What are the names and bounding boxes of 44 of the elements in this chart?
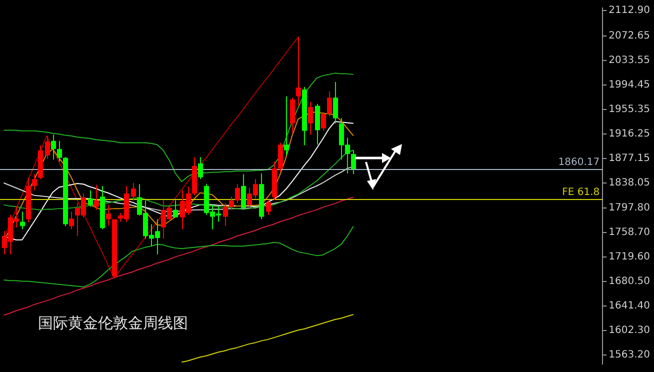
- candlestick: [32, 174, 37, 191]
- candlestick: [173, 200, 178, 218]
- candlestick: [333, 81, 338, 124]
- y-tick-label: 1955.35: [608, 104, 650, 115]
- candlestick: [88, 190, 93, 208]
- candlestick: [229, 196, 234, 210]
- y-tick-label: 1602.30: [608, 325, 650, 336]
- candlestick: [278, 142, 283, 172]
- candlestick: [69, 211, 74, 230]
- y-tick-label: 1641.40: [608, 300, 650, 312]
- candlestick: [241, 174, 246, 210]
- y-tick-label: 2112.90: [608, 5, 650, 16]
- y-tick-label: 1877.15: [608, 152, 650, 164]
- candlestick: [94, 184, 99, 210]
- candlestick: [296, 36, 301, 106]
- y-tick-label: 1719.60: [608, 252, 650, 263]
- y-tick-label: 1838.05: [608, 177, 650, 188]
- ref-line-label: 1860.17: [558, 157, 600, 168]
- candlestick: [57, 140, 62, 162]
- candlestick: [290, 97, 295, 134]
- candlestick: [284, 96, 289, 156]
- candlestick: [223, 202, 228, 227]
- candlestick: [106, 204, 111, 226]
- ref-line-label: FE 61.8: [562, 187, 600, 198]
- candlestick: [235, 184, 240, 204]
- y-tick-label: 1758.70: [608, 227, 650, 238]
- candlestick: [327, 90, 332, 117]
- y-tick-label: 1680.50: [608, 276, 650, 288]
- candlestick: [266, 200, 271, 216]
- candlestick: [131, 182, 136, 201]
- candlestick: [45, 135, 50, 160]
- y-tick-label: 1563.20: [608, 350, 650, 361]
- candlestick: [51, 134, 56, 160]
- candlestick: [308, 102, 313, 136]
- candlestick: [351, 150, 356, 175]
- y-tick-label: 1797.80: [608, 202, 650, 214]
- candlestick: [20, 211, 25, 230]
- text: 国际黄金伦敦金周线图: [38, 314, 188, 332]
- y-tick-label: 1916.25: [608, 128, 650, 140]
- y-tick-label: 1994.45: [608, 79, 650, 90]
- candlestick: [198, 156, 203, 180]
- y-tick-label: 2033.55: [608, 54, 650, 66]
- candlestick: [321, 112, 326, 132]
- y-tick-label: 2072.65: [608, 30, 650, 42]
